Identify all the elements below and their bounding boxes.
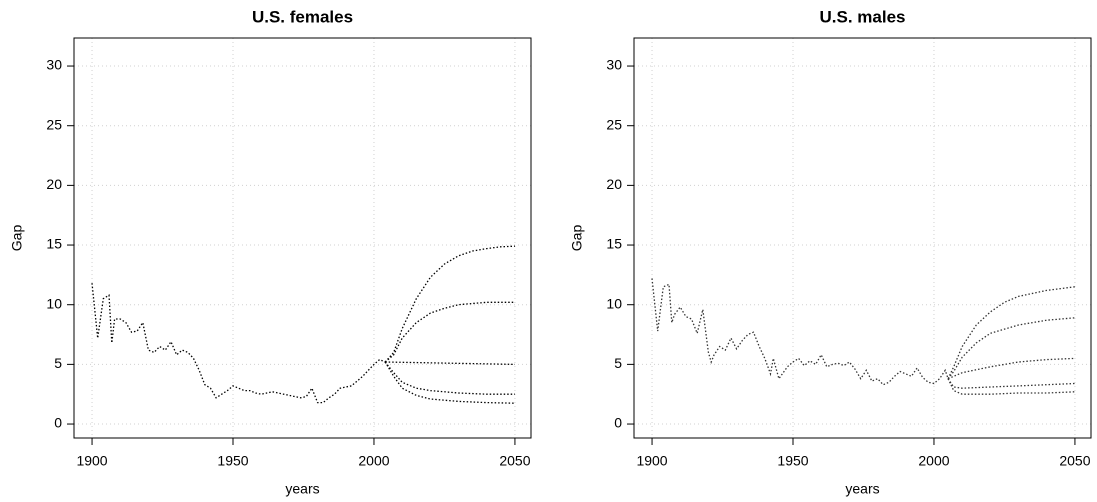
x-axis-label: years [285, 481, 319, 497]
y-tick-label: 5 [614, 355, 622, 371]
x-tick-label: 2050 [499, 453, 530, 469]
x-tick-label: 1900 [636, 453, 667, 469]
x-tick-label: 2000 [358, 453, 389, 469]
y-tick-label: 15 [606, 236, 622, 252]
x-tick-label: 2000 [918, 453, 949, 469]
y-axis-label: Gap [9, 225, 25, 252]
y-tick-label: 15 [46, 236, 62, 252]
y-tick-label: 0 [614, 415, 622, 431]
series-line [384, 301, 515, 363]
chart-title: U.S. males [820, 7, 906, 26]
series-line [947, 357, 1075, 380]
series-line [947, 378, 1075, 389]
y-axis-label: Gap [569, 225, 585, 252]
y-tick-label: 5 [54, 355, 62, 371]
y-tick-label: 0 [54, 415, 62, 431]
series-line [384, 361, 515, 404]
x-tick-label: 1950 [217, 453, 248, 469]
series-line [91, 283, 386, 404]
y-tick-label: 10 [606, 295, 622, 311]
x-axis-label: years [845, 481, 879, 497]
y-tick-label: 30 [606, 57, 622, 73]
series-line [385, 361, 515, 366]
y-tick-label: 20 [606, 176, 622, 192]
y-tick-label: 25 [46, 116, 62, 132]
series-line [384, 361, 515, 395]
plot-frame [633, 37, 1092, 439]
x-tick-label: 1950 [777, 453, 808, 469]
x-tick-label: 2050 [1059, 453, 1090, 469]
plot-frame [73, 37, 532, 439]
y-tick-label: 20 [46, 176, 62, 192]
y-tick-label: 30 [46, 57, 62, 73]
series-line [651, 278, 949, 386]
x-tick-label: 1900 [76, 453, 107, 469]
series-line [947, 286, 1075, 379]
series-line [947, 317, 1075, 380]
y-tick-label: 25 [606, 116, 622, 132]
series-line [384, 245, 515, 363]
chart-title: U.S. females [252, 7, 353, 26]
y-tick-label: 10 [46, 295, 62, 311]
